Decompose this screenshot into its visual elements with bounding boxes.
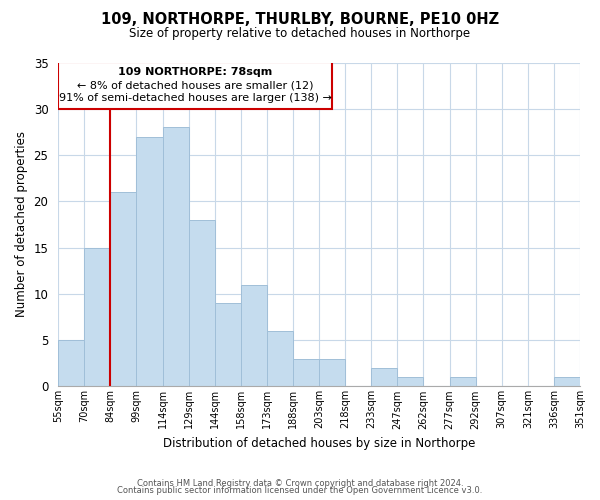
Bar: [84, 248, 110, 386]
Bar: [319, 358, 345, 386]
Text: ← 8% of detached houses are smaller (12): ← 8% of detached houses are smaller (12): [77, 80, 313, 90]
Bar: [136, 136, 163, 386]
Bar: [371, 368, 397, 386]
Bar: [163, 128, 188, 386]
Bar: [215, 303, 241, 386]
Text: 91% of semi-detached houses are larger (138) →: 91% of semi-detached houses are larger (…: [59, 93, 332, 103]
Text: Size of property relative to detached houses in Northorpe: Size of property relative to detached ho…: [130, 28, 470, 40]
Bar: [293, 358, 319, 386]
Bar: [188, 220, 215, 386]
Text: 109, NORTHORPE, THURLBY, BOURNE, PE10 0HZ: 109, NORTHORPE, THURLBY, BOURNE, PE10 0H…: [101, 12, 499, 28]
Bar: [267, 331, 293, 386]
Bar: [241, 284, 267, 386]
Bar: [58, 340, 84, 386]
Text: Contains HM Land Registry data © Crown copyright and database right 2024.: Contains HM Land Registry data © Crown c…: [137, 478, 463, 488]
Bar: [449, 377, 476, 386]
Text: 109 NORTHORPE: 78sqm: 109 NORTHORPE: 78sqm: [118, 67, 272, 77]
Bar: [58, 62, 332, 109]
Bar: [110, 192, 136, 386]
X-axis label: Distribution of detached houses by size in Northorpe: Distribution of detached houses by size …: [163, 437, 475, 450]
Bar: [554, 377, 580, 386]
Bar: [397, 377, 424, 386]
Y-axis label: Number of detached properties: Number of detached properties: [15, 132, 28, 318]
Text: Contains public sector information licensed under the Open Government Licence v3: Contains public sector information licen…: [118, 486, 482, 495]
